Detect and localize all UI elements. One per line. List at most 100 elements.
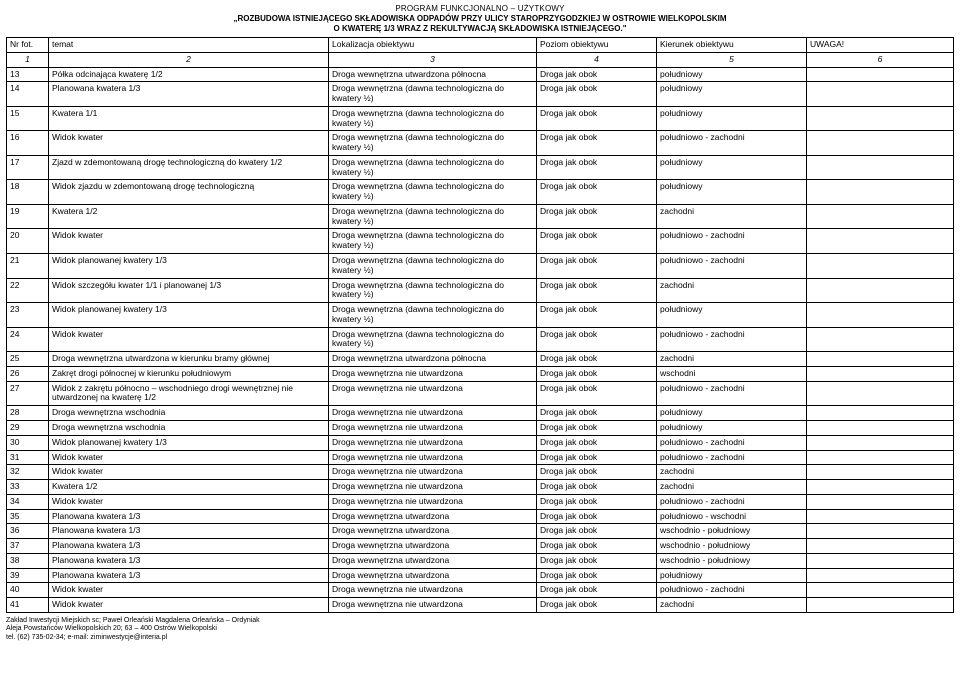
footer-line-3: tel. (62) 735-02-34; e-mail: ziminwestyc…: [6, 634, 954, 642]
footer-line-1: Zakład Inwestycji Miejskich sc; Paweł Or…: [6, 617, 954, 625]
cell-nr: 19: [7, 204, 49, 229]
cell-temat: Widok kwater: [49, 583, 329, 598]
table-row: 14Planowana kwatera 1/3Droga wewnętrzna …: [7, 82, 954, 107]
cell-uwaga: [807, 352, 954, 367]
cell-temat: Kwatera 1/2: [49, 204, 329, 229]
cell-poziom: Droga jak obok: [537, 465, 657, 480]
cell-temat: Droga wewnętrzna wschodnia: [49, 406, 329, 421]
cell-temat: Widok szczegółu kwater 1/1 i planowanej …: [49, 278, 329, 303]
cell-uwaga: [807, 229, 954, 254]
cell-lokalizacja: Droga wewnętrzna utwardzona północna: [329, 67, 537, 82]
cell-lokalizacja: Droga wewnętrzna (dawna technologiczna d…: [329, 82, 537, 107]
cell-uwaga: [807, 450, 954, 465]
table-row: 20Widok kwaterDroga wewnętrzna (dawna te…: [7, 229, 954, 254]
cell-lokalizacja: Droga wewnętrzna nie utwardzona: [329, 435, 537, 450]
cell-lokalizacja: Droga wewnętrzna utwardzona północna: [329, 352, 537, 367]
cell-lokalizacja: Droga wewnętrzna (dawna technologiczna d…: [329, 229, 537, 254]
cell-lokalizacja: Droga wewnętrzna nie utwardzona: [329, 420, 537, 435]
table-body: 13Półka odcinająca kwaterę 1/2Droga wewn…: [7, 67, 954, 612]
table-row: 28Droga wewnętrzna wschodniaDroga wewnęt…: [7, 406, 954, 421]
cell-lokalizacja: Droga wewnętrzna utwardzona: [329, 568, 537, 583]
cell-poziom: Droga jak obok: [537, 509, 657, 524]
cell-poziom: Droga jak obok: [537, 524, 657, 539]
table-row: 27Widok z zakrętu północno – wschodniego…: [7, 381, 954, 406]
cell-nr: 40: [7, 583, 49, 598]
cell-nr: 31: [7, 450, 49, 465]
cell-nr: 13: [7, 67, 49, 82]
table-row: 29Droga wewnętrzna wschodniaDroga wewnęt…: [7, 420, 954, 435]
cell-nr: 24: [7, 327, 49, 352]
cell-kierunek: południowy: [657, 67, 807, 82]
table-row: 35Planowana kwatera 1/3Droga wewnętrzna …: [7, 509, 954, 524]
cell-kierunek: południowy: [657, 406, 807, 421]
table-row: 30Widok planowanej kwatery 1/3Droga wewn…: [7, 435, 954, 450]
cell-temat: Widok kwater: [49, 229, 329, 254]
num-4: 4: [537, 52, 657, 67]
cell-poziom: Droga jak obok: [537, 82, 657, 107]
cell-temat: Kwatera 1/2: [49, 480, 329, 495]
cell-kierunek: południowo - zachodni: [657, 435, 807, 450]
cell-kierunek: południowy: [657, 568, 807, 583]
cell-nr: 25: [7, 352, 49, 367]
cell-lokalizacja: Droga wewnętrzna (dawna technologiczna d…: [329, 155, 537, 180]
cell-nr: 39: [7, 568, 49, 583]
cell-temat: Widok z zakrętu północno – wschodniego d…: [49, 381, 329, 406]
cell-temat: Kwatera 1/1: [49, 106, 329, 131]
cell-uwaga: [807, 278, 954, 303]
col-temat: temat: [49, 38, 329, 53]
cell-temat: Planowana kwatera 1/3: [49, 568, 329, 583]
num-1: 1: [7, 52, 49, 67]
cell-temat: Widok kwater: [49, 450, 329, 465]
header-line-2: „ROZBUDOWA ISTNIEJĄCEGO SKŁADOWISKA ODPA…: [6, 14, 954, 24]
table-row: 33Kwatera 1/2Droga wewnętrzna nie utward…: [7, 480, 954, 495]
cell-uwaga: [807, 494, 954, 509]
col-uwaga: UWAGA!: [807, 38, 954, 53]
cell-lokalizacja: Droga wewnętrzna nie utwardzona: [329, 406, 537, 421]
cell-uwaga: [807, 204, 954, 229]
table-row: 19Kwatera 1/2Droga wewnętrzna (dawna tec…: [7, 204, 954, 229]
cell-uwaga: [807, 406, 954, 421]
cell-nr: 26: [7, 366, 49, 381]
cell-temat: Półka odcinająca kwaterę 1/2: [49, 67, 329, 82]
table-row: 26Zakręt drogi północnej w kierunku połu…: [7, 366, 954, 381]
table-row: 39Planowana kwatera 1/3Droga wewnętrzna …: [7, 568, 954, 583]
cell-uwaga: [807, 131, 954, 156]
cell-poziom: Droga jak obok: [537, 420, 657, 435]
cell-uwaga: [807, 420, 954, 435]
cell-poziom: Droga jak obok: [537, 450, 657, 465]
cell-uwaga: [807, 480, 954, 495]
cell-kierunek: zachodni: [657, 352, 807, 367]
cell-temat: Widok planowanej kwatery 1/3: [49, 254, 329, 279]
cell-kierunek: południowo - wschodni: [657, 509, 807, 524]
table-row: 31Widok kwaterDroga wewnętrzna nie utwar…: [7, 450, 954, 465]
cell-uwaga: [807, 583, 954, 598]
num-3: 3: [329, 52, 537, 67]
table-row: 16Widok kwaterDroga wewnętrzna (dawna te…: [7, 131, 954, 156]
cell-nr: 22: [7, 278, 49, 303]
cell-temat: Planowana kwatera 1/3: [49, 539, 329, 554]
cell-temat: Planowana kwatera 1/3: [49, 82, 329, 107]
cell-kierunek: południowo - zachodni: [657, 494, 807, 509]
cell-temat: Droga wewnętrzna wschodnia: [49, 420, 329, 435]
cell-uwaga: [807, 553, 954, 568]
cell-poziom: Droga jak obok: [537, 303, 657, 328]
page-header: PROGRAM FUNKCJONALNO – UŻYTKOWY „ROZBUDO…: [6, 4, 954, 34]
num-5: 5: [657, 52, 807, 67]
col-kier: Kierunek obiektywu: [657, 38, 807, 53]
cell-nr: 20: [7, 229, 49, 254]
cell-poziom: Droga jak obok: [537, 278, 657, 303]
cell-lokalizacja: Droga wewnętrzna (dawna technologiczna d…: [329, 254, 537, 279]
cell-uwaga: [807, 524, 954, 539]
cell-uwaga: [807, 82, 954, 107]
num-2: 2: [49, 52, 329, 67]
table-row: 21Widok planowanej kwatery 1/3Droga wewn…: [7, 254, 954, 279]
cell-lokalizacja: Droga wewnętrzna nie utwardzona: [329, 494, 537, 509]
cell-lokalizacja: Droga wewnętrzna nie utwardzona: [329, 465, 537, 480]
page-footer: Zakład Inwestycji Miejskich sc; Paweł Or…: [6, 617, 954, 642]
cell-temat: Zakręt drogi północnej w kierunku połudn…: [49, 366, 329, 381]
cell-temat: Widok kwater: [49, 598, 329, 613]
cell-lokalizacja: Droga wewnętrzna nie utwardzona: [329, 450, 537, 465]
cell-kierunek: wschodni: [657, 366, 807, 381]
cell-uwaga: [807, 303, 954, 328]
cell-lokalizacja: Droga wewnętrzna (dawna technologiczna d…: [329, 106, 537, 131]
